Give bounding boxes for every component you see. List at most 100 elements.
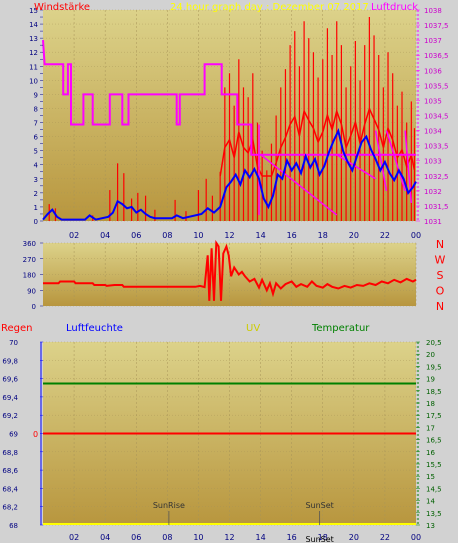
chart-title: 24 hour graph day : Dezember 07 2017 [170,2,369,13]
x-tick-label: 18 [318,231,328,240]
x-tick-label: 08 [162,533,172,542]
humidity-label: Luftfeuchte [66,323,123,334]
wind-tick-label: 1 [34,204,38,212]
pressure-tick-label: 1033 [424,158,442,166]
pressure-series [42,40,416,216]
climate-series [43,382,416,525]
pressure-tick-label: 1038 [424,7,442,15]
humidity-tick-label: 68,4 [2,485,18,493]
pressure-axis-title: Luftdruck [371,2,418,13]
x-tick-label: 04 [100,231,110,240]
rain-label: Regen [1,323,33,334]
direction-tick-label: 360 [23,240,36,248]
temperature-tick-label: 13 [426,522,435,530]
pressure-tick-label: 1034,5 [424,113,449,121]
pressure-spike [385,130,406,192]
sun-event-label: SunRise [153,501,185,510]
wind-average-series [42,128,417,221]
direction-left-ticks: 0 90 180 270 360 [23,240,43,311]
pressure-tick-label: 1031,5 [424,203,449,211]
wind-tick-label: 2 [34,190,38,198]
compass-label: N [436,300,444,313]
pressure-tick-label: 1034 [424,128,442,136]
temperature-tick-label: 13,5 [426,510,442,518]
wind-tick-label: 10 [29,77,38,85]
temperature-tick-label: 20,5 [426,339,442,347]
x-tick-label: 12 [224,533,234,542]
humidity-tick-label: 68 [9,522,18,530]
x-tick-label: 02 [69,533,79,542]
temperature-tick-label: 18 [426,400,435,408]
humidity-tick-label: 68,2 [2,504,18,512]
wind-tick-label: 8 [34,105,38,113]
x-tick-label: 14 [255,231,265,240]
humidity-tick-label: 69,8 [2,357,18,365]
compass-label: N [436,238,444,251]
wind-tick-label: 7 [34,120,38,128]
pressure-tick-label: 1037,5 [424,22,449,30]
wind-axis-title: Windstärke [34,2,90,13]
direction-tick-label: 0 [32,303,36,311]
uv-label: UV [246,323,260,334]
temperature-tick-label: 16 [426,449,435,457]
humidity-tick-label: 69,4 [2,394,18,402]
gust-envelope [219,106,416,177]
direction-tick-label: 180 [23,272,36,280]
temperature-tick-label: 19,5 [426,363,442,371]
humidity-left-ticks: 68 68,2 68,4 68,6 68,8 69 69,2 69,4 69,6 69,8 70 [2,339,43,530]
sun-annotations: SunRise SunSet SunSet [153,501,334,543]
pressure-spike [260,154,338,216]
wind-tick-label: 14 [29,21,38,29]
compass-label: S [437,269,444,282]
x-tick-label: 22 [380,533,390,542]
temperature-tick-label: 15 [426,473,435,481]
wind-tick-label: 9 [34,91,38,99]
x-tick-label: 06 [131,231,141,240]
x-tick-label: 18 [318,533,328,542]
x-tick-label: 06 [131,533,141,542]
pressure-right-ticks: 1031 1031,5 1032 1032,5 1033 1033,5 1034 1034,5… [416,7,449,226]
humidity-tick-label: 69,6 [2,376,18,384]
temperature-tick-label: 14 [426,498,435,506]
pressure-line [42,40,416,156]
wind-x-ticks: 02 04 06 08 10 12 14 16 18 20 22 00 [69,231,421,240]
wind-tick-label: 12 [29,49,38,57]
x-tick-label: 10 [193,231,203,240]
wind-tick-label: 5 [34,148,38,156]
x-tick-label: 12 [224,231,234,240]
x-tick-label: 10 [193,533,203,542]
x-tick-label: 22 [380,231,390,240]
temperature-tick-label: 17 [426,424,435,432]
direction-line [43,239,417,301]
wind-tick-label: 6 [34,134,39,142]
temperature-tick-label: 18,5 [426,388,442,396]
wind-tick-label: 0 [34,218,38,226]
pressure-spike [336,154,376,180]
pressure-tick-label: 1037 [424,37,442,45]
temperature-tick-label: 19 [426,376,435,384]
x-tick-label: 16 [287,231,297,240]
pressure-tick-label: 1036,5 [424,52,449,60]
pressure-tick-label: 1032,5 [424,173,449,181]
humidity-tick-label: 68,8 [2,449,18,457]
direction-tick-label: 270 [23,256,36,264]
sunset-label: SunSet [305,535,333,543]
temperature-tick-label: 15,5 [426,461,442,469]
pressure-tick-label: 1035 [424,97,442,105]
humidity-tick-label: 68,6 [2,467,18,475]
temperature-tick-label: 17,5 [426,412,442,420]
rain-zero-label: 0 [33,430,38,439]
pressure-tick-label: 1035,5 [424,82,449,90]
x-tick-label: 02 [69,231,79,240]
wind-tick-label: 13 [29,35,38,43]
climate-x-ticks: 02 04 06 08 10 12 14 16 18 20 22 00 [69,533,421,542]
x-tick-label: 04 [100,533,110,542]
direction-series [43,239,417,301]
x-tick-label: 20 [349,231,359,240]
x-tick-label: 14 [255,533,265,542]
x-tick-label: 16 [287,533,297,542]
pressure-tick-label: 1036 [424,67,442,75]
